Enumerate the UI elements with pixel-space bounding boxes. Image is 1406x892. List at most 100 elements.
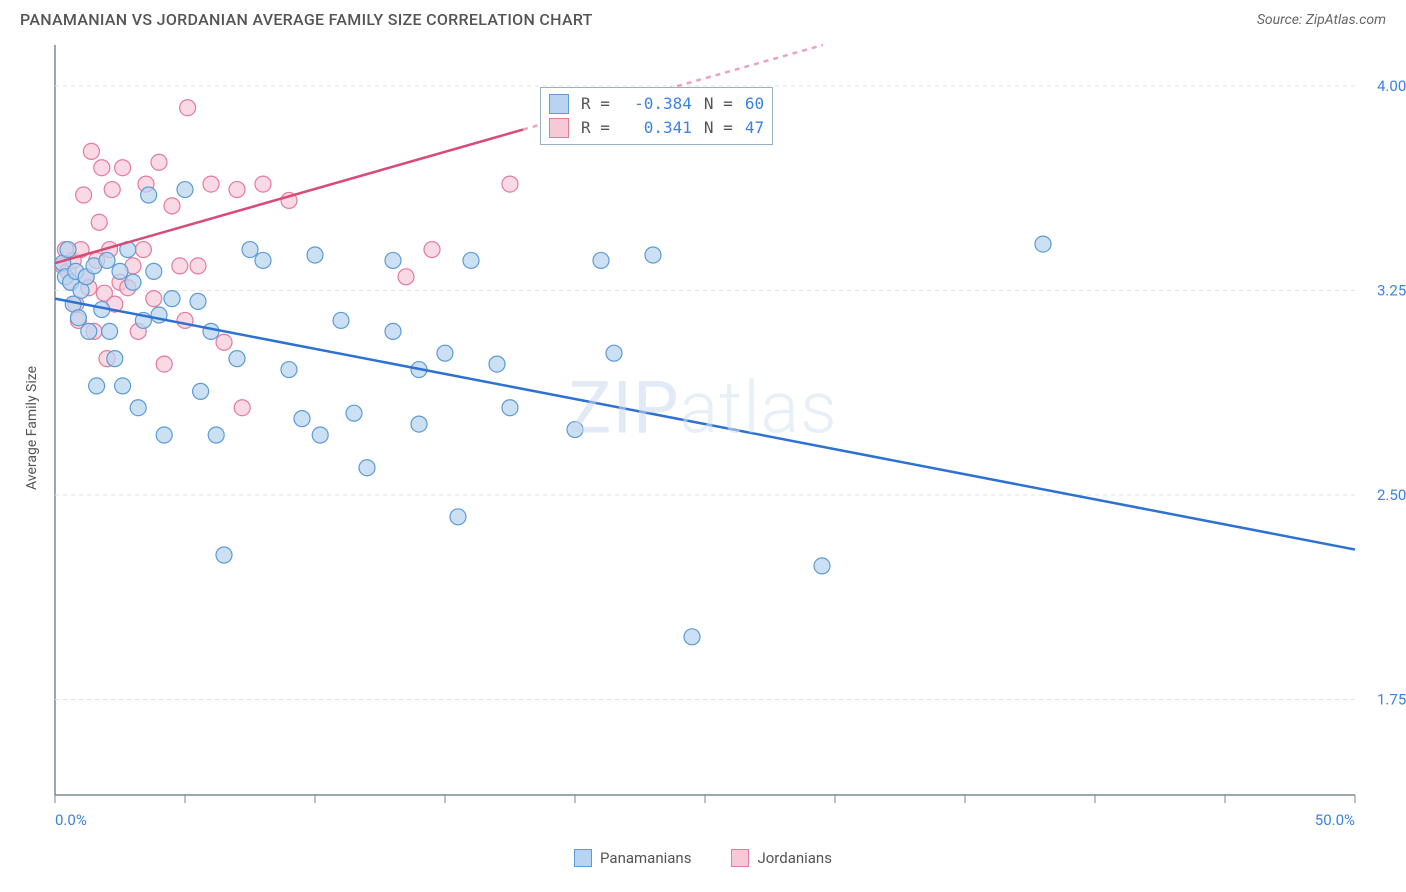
data-point: [398, 269, 414, 285]
data-point: [385, 252, 401, 268]
n-value: 47: [745, 116, 764, 140]
data-point: [255, 176, 271, 192]
n-label: N =: [704, 92, 733, 116]
data-point: [333, 312, 349, 328]
data-point: [164, 198, 180, 214]
data-point: [814, 558, 830, 574]
data-point: [208, 427, 224, 443]
data-point: [385, 323, 401, 339]
data-point: [307, 247, 323, 263]
stats-row: R = 0.341 N = 47: [549, 116, 764, 140]
data-point: [156, 427, 172, 443]
data-point: [89, 378, 105, 394]
data-point: [102, 323, 118, 339]
data-point: [645, 247, 661, 263]
r-label: R =: [581, 116, 610, 140]
y-tick-label: 2.50: [1377, 486, 1406, 504]
legend-item: Jordanians: [731, 849, 832, 867]
data-point: [146, 263, 162, 279]
data-point: [234, 400, 250, 416]
data-point: [81, 323, 97, 339]
data-point: [281, 362, 297, 378]
data-point: [567, 422, 583, 438]
data-point: [359, 460, 375, 476]
data-point: [346, 405, 362, 421]
x-min-label: 0.0%: [55, 811, 87, 829]
data-point: [104, 182, 120, 198]
data-point: [141, 187, 157, 203]
legend-label: Jordanians: [757, 849, 832, 867]
legend-item: Panamanians: [574, 849, 691, 867]
data-point: [411, 416, 427, 432]
x-max-label: 50.0%: [1315, 811, 1355, 829]
data-point: [115, 160, 131, 176]
data-point: [502, 176, 518, 192]
source-label: Source: ZipAtlas.com: [1257, 12, 1386, 28]
bottom-legend: Panamanians Jordanians: [0, 849, 1406, 867]
n-label: N =: [704, 116, 733, 140]
data-point: [502, 400, 518, 416]
data-point: [180, 100, 196, 116]
data-point: [203, 323, 219, 339]
data-point: [94, 160, 110, 176]
data-point: [164, 291, 180, 307]
data-point: [489, 356, 505, 372]
data-point: [177, 182, 193, 198]
data-point: [70, 310, 86, 326]
legend-swatch: [731, 849, 749, 867]
data-point: [229, 182, 245, 198]
data-point: [151, 154, 167, 170]
data-point: [684, 629, 700, 645]
r-value: 0.341: [622, 116, 692, 140]
stats-legend-box: R = -0.384 N = 60 R = 0.341 N = 47: [540, 87, 773, 145]
data-point: [193, 383, 209, 399]
y-tick-label: 3.25: [1377, 281, 1406, 299]
data-point: [83, 143, 99, 159]
r-value: -0.384: [622, 92, 692, 116]
data-point: [107, 351, 123, 367]
data-point: [190, 258, 206, 274]
data-point: [450, 509, 466, 525]
data-point: [437, 345, 453, 361]
data-point: [229, 351, 245, 367]
chart-area: 1.752.503.254.000.0%50.0% ZIPatlas R =-0…: [0, 35, 1406, 845]
data-point: [190, 293, 206, 309]
legend-swatch: [549, 118, 569, 138]
data-point: [76, 187, 92, 203]
data-point: [294, 411, 310, 427]
data-point: [593, 252, 609, 268]
y-tick-label: 1.75: [1377, 691, 1406, 709]
data-point: [216, 547, 232, 563]
y-axis-label: Average Family Size: [24, 366, 40, 490]
chart-title: PANAMANIAN VS JORDANIAN AVERAGE FAMILY S…: [20, 10, 593, 29]
scatter-chart: 1.75 2.50 3.25 4.00 0.0% 50.0%: [0, 35, 1406, 845]
r-label: R =: [581, 92, 610, 116]
y-tick-label: 4.00: [1377, 77, 1406, 95]
data-point: [130, 400, 146, 416]
data-point: [463, 252, 479, 268]
data-point: [424, 242, 440, 258]
data-point: [242, 242, 258, 258]
data-point: [125, 274, 141, 290]
data-point: [135, 242, 151, 258]
data-point: [1035, 236, 1051, 252]
data-point: [112, 263, 128, 279]
data-point: [115, 378, 131, 394]
data-point: [91, 214, 107, 230]
n-value: 60: [745, 92, 764, 116]
data-point: [255, 252, 271, 268]
legend-swatch: [549, 94, 569, 114]
data-point: [216, 334, 232, 350]
data-point: [156, 356, 172, 372]
data-point: [172, 258, 188, 274]
data-point: [312, 427, 328, 443]
data-point: [146, 291, 162, 307]
stats-row: R = -0.384 N = 60: [549, 92, 764, 116]
data-point: [99, 252, 115, 268]
data-point: [60, 242, 76, 258]
data-point: [606, 345, 622, 361]
header: PANAMANIAN VS JORDANIAN AVERAGE FAMILY S…: [0, 0, 1406, 35]
legend-swatch: [574, 849, 592, 867]
legend-label: Panamanians: [600, 849, 691, 867]
data-point: [203, 176, 219, 192]
